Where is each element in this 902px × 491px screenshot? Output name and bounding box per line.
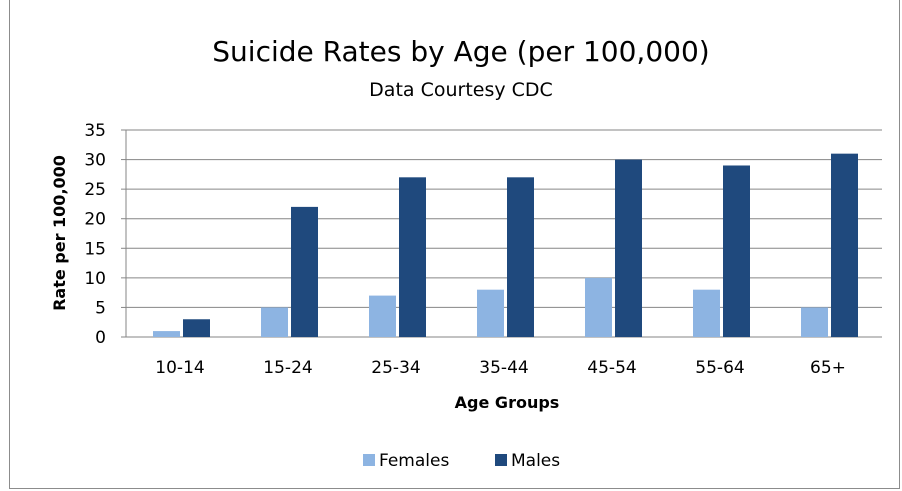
bar-females-45-54 <box>585 277 612 337</box>
bar-females-35-44 <box>477 289 504 337</box>
chart-frame <box>9 0 900 489</box>
chart-subtitle: Data Courtesy CDC <box>369 79 553 101</box>
legend: Females Males <box>363 451 560 471</box>
x-tick-labels: 10-14 15-24 25-34 35-44 45-54 55-64 65+ <box>155 358 846 378</box>
x-tick-label: 45-54 <box>587 358 636 378</box>
bar-females-65+ <box>801 307 828 337</box>
bars <box>153 153 858 337</box>
bar-females-25-34 <box>369 295 396 337</box>
y-tick-label: 35 <box>84 121 106 141</box>
bar-females-10-14 <box>153 331 180 337</box>
x-tick-label: 35-44 <box>479 358 528 378</box>
x-tick-label: 10-14 <box>155 358 204 378</box>
y-tick-label: 25 <box>84 180 106 200</box>
legend-label-males: Males <box>511 451 560 471</box>
x-tick-label: 25-34 <box>371 358 420 378</box>
bar-males-10-14 <box>183 319 210 337</box>
y-tick-label: 10 <box>84 269 106 289</box>
legend-label-females: Females <box>379 451 449 471</box>
bar-females-15-24 <box>261 307 288 337</box>
bar-males-65+ <box>831 153 858 337</box>
y-tick-label: 15 <box>84 239 106 259</box>
y-tick-label: 20 <box>84 210 106 230</box>
x-tick-label: 55-64 <box>695 358 744 378</box>
legend-swatch-females <box>363 454 375 466</box>
bar-males-35-44 <box>507 177 534 337</box>
y-tick-label: 30 <box>84 151 106 171</box>
chart-title: Suicide Rates by Age (per 100,000) <box>212 35 709 68</box>
x-tick-label: 65+ <box>810 358 846 378</box>
legend-swatch-males <box>495 454 507 466</box>
bar-males-15-24 <box>291 206 318 337</box>
bar-females-55-64 <box>693 289 720 337</box>
y-axis-title: Rate per 100,000 <box>50 155 69 311</box>
y-tick-label: 5 <box>95 298 106 318</box>
x-axis-title: Age Groups <box>455 393 560 412</box>
y-tick-labels: 0 5 10 15 20 25 30 35 <box>84 121 106 348</box>
bar-males-55-64 <box>723 165 750 337</box>
y-tick-label: 0 <box>95 328 106 348</box>
x-tick-label: 15-24 <box>263 358 312 378</box>
bar-males-45-54 <box>615 159 642 337</box>
bar-males-25-34 <box>399 177 426 337</box>
